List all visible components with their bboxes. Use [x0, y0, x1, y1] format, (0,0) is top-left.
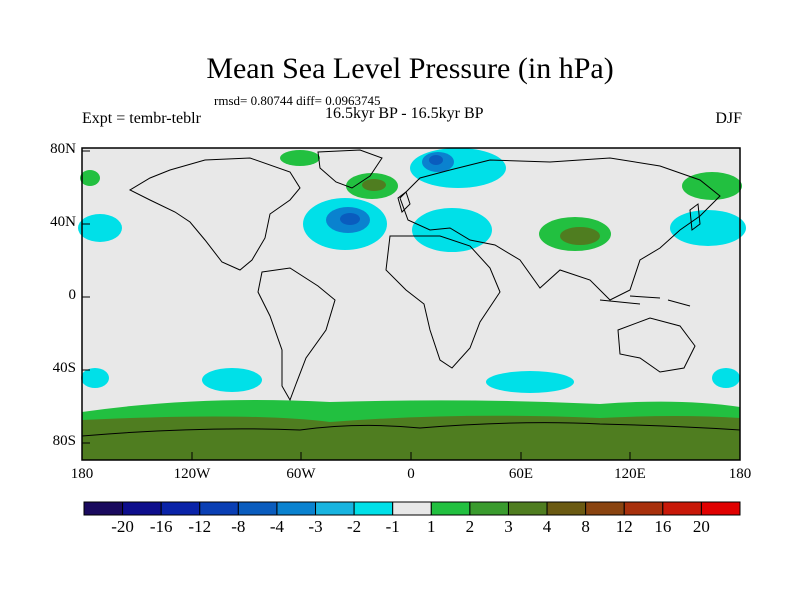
south-ocean-low-left: [81, 368, 109, 388]
south-strong-positive-band: [82, 415, 740, 460]
colorbar-label: 20: [692, 517, 710, 536]
colorbar-label: 8: [581, 517, 590, 536]
colorbar-box: [122, 501, 162, 516]
colorbar-box: [507, 501, 548, 516]
lon-label-60e: 60E: [508, 466, 534, 482]
lon-label-120e: 120E: [614, 466, 646, 482]
uk-outline: [397, 191, 411, 213]
colorbar-label: 2: [465, 517, 475, 536]
lat-label-80s: 80S: [52, 433, 76, 449]
colorbar-box: [392, 501, 432, 516]
season-label: DJF: [715, 110, 742, 127]
colorbar-box: [623, 501, 664, 516]
eurasia-outline: [399, 157, 721, 301]
greenland-outline: [317, 149, 383, 189]
alaska-high: [80, 170, 100, 186]
colorbar-label: 12: [615, 517, 633, 536]
colorbar-box: [585, 501, 625, 516]
colorbar-box: [199, 501, 239, 516]
colorbar-label: -12: [188, 517, 212, 536]
stats-text: rmsd= 0.80744 diff= 0.0963745: [214, 93, 381, 108]
experiment-label: Expt = tembr-teblr: [82, 110, 201, 127]
scandinavia-low-center: [429, 155, 443, 165]
colorbar-label: 4: [542, 517, 552, 536]
colorbar-label: 3: [504, 517, 513, 536]
colorbar-label: -3: [308, 517, 323, 536]
colorbar-box: [276, 501, 317, 516]
lon-label-180e: 180: [728, 466, 752, 482]
lat-label-40s: 40S: [52, 360, 76, 376]
colorbar-box: [430, 501, 471, 516]
lon-label-180w: 180: [70, 466, 94, 482]
asia-high-core: [560, 227, 600, 245]
colorbar-label: -1: [385, 517, 400, 536]
africa-outline: [385, 235, 501, 369]
japan-outline: [689, 203, 701, 231]
north-america-outline: [128, 157, 301, 271]
colorbar-label: -20: [111, 517, 134, 536]
colorbar-box: [237, 501, 278, 516]
australia-outline: [617, 317, 696, 373]
colorbar-box: [700, 501, 741, 516]
colorbar-label: -4: [269, 517, 285, 536]
lon-label-60w: 60W: [286, 466, 316, 482]
lon-label-0: 0: [407, 466, 415, 482]
colorbar-label: -16: [149, 517, 173, 536]
map-panel: [78, 147, 746, 461]
atlantic-low-center: [340, 213, 360, 225]
lat-label-80n: 80N: [50, 141, 76, 157]
colorbar-label: -2: [347, 517, 362, 536]
siberia-high: [682, 172, 742, 200]
colorbar-box: [546, 501, 587, 516]
west-pacific-low-left: [78, 214, 122, 242]
europe-low: [412, 208, 492, 252]
arctic-high: [280, 150, 320, 166]
lat-label-40n: 40N: [50, 214, 76, 230]
colorbar-box: [160, 501, 201, 516]
colorbar-label: 16: [654, 517, 672, 536]
south-america-outline: [257, 267, 336, 402]
colorbar-label: -8: [231, 517, 246, 536]
colorbar-box: [83, 501, 124, 516]
colorbar-label: 1: [427, 517, 436, 536]
colorbar-box: [469, 501, 509, 516]
greenland-high-core: [362, 179, 386, 191]
east-pacific-low: [670, 210, 746, 246]
colorbar-box: [315, 501, 355, 516]
south-ocean-low-right: [712, 368, 740, 388]
south-indian-low: [486, 371, 574, 393]
colorbar-box: [662, 501, 702, 516]
antarctica-outline: [81, 422, 741, 437]
lat-label-0: 0: [68, 287, 77, 303]
lon-label-120w: 120W: [173, 466, 211, 482]
period-label: 16.5kyr BP - 16.5kyr BP: [325, 105, 484, 122]
map-title: Mean Sea Level Pressure (in hPa): [206, 52, 614, 85]
colorbar-box: [353, 501, 394, 516]
indonesia-outline: [599, 295, 691, 307]
south-pacific-low: [202, 368, 262, 392]
colorbar: [83, 501, 741, 516]
